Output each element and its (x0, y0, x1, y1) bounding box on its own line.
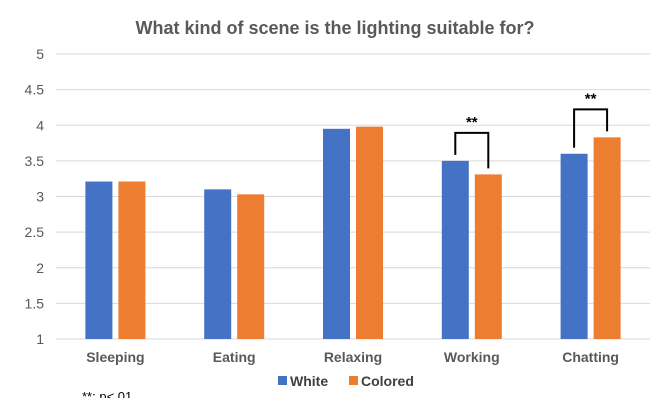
category-label: Working (444, 349, 500, 365)
significance-footnote: **: p<.01 (82, 389, 132, 398)
significance-markers: ** ** (454, 90, 609, 169)
bar-white-chatting (560, 153, 588, 339)
y-tick-label: 2.5 (25, 224, 45, 240)
significance-bracket: ** (454, 114, 490, 169)
legend-swatch (349, 376, 358, 385)
legend: White Colored (278, 373, 414, 389)
category-label: Chatting (562, 349, 619, 365)
y-tick-label: 3.5 (25, 153, 45, 169)
bar-colored-working (474, 174, 502, 339)
category-label: Eating (213, 349, 256, 365)
y-tick-label: 3 (36, 189, 44, 205)
legend-label: Colored (361, 373, 414, 389)
significance-label: ** (466, 114, 478, 131)
bar-colored-chatting (593, 137, 621, 339)
y-tick-label: 5 (36, 46, 44, 62)
bar-white-relaxing (323, 128, 350, 339)
y-axis-tick-labels: 1 1.5 2 2.5 3 3.5 4 4.5 5 (25, 46, 45, 347)
bar-colored-relaxing (356, 126, 383, 339)
category-label: Sleeping (86, 349, 144, 365)
legend-label: White (290, 373, 328, 389)
category-label: Relaxing (324, 349, 382, 365)
y-tick-label: 2 (36, 260, 44, 276)
x-axis-category-labels: Sleeping Eating Relaxing Working Chatting (86, 349, 619, 365)
y-tick-label: 4.5 (25, 82, 45, 98)
bar-colored-eating (237, 194, 265, 339)
bar-white-eating (204, 189, 232, 339)
y-tick-label: 1.5 (25, 295, 45, 311)
bar-white-sleeping (85, 181, 113, 339)
y-tick-label: 1 (36, 331, 44, 347)
legend-swatch (278, 376, 287, 385)
y-tick-label: 4 (36, 117, 44, 133)
bar-white-working (441, 160, 469, 339)
chart-title: What kind of scene is the lighting suita… (135, 18, 534, 38)
gridlines (56, 53, 650, 340)
bars (85, 126, 621, 339)
bar-colored-sleeping (118, 181, 146, 339)
significance-label: ** (585, 90, 597, 107)
significance-bracket: ** (573, 90, 609, 148)
